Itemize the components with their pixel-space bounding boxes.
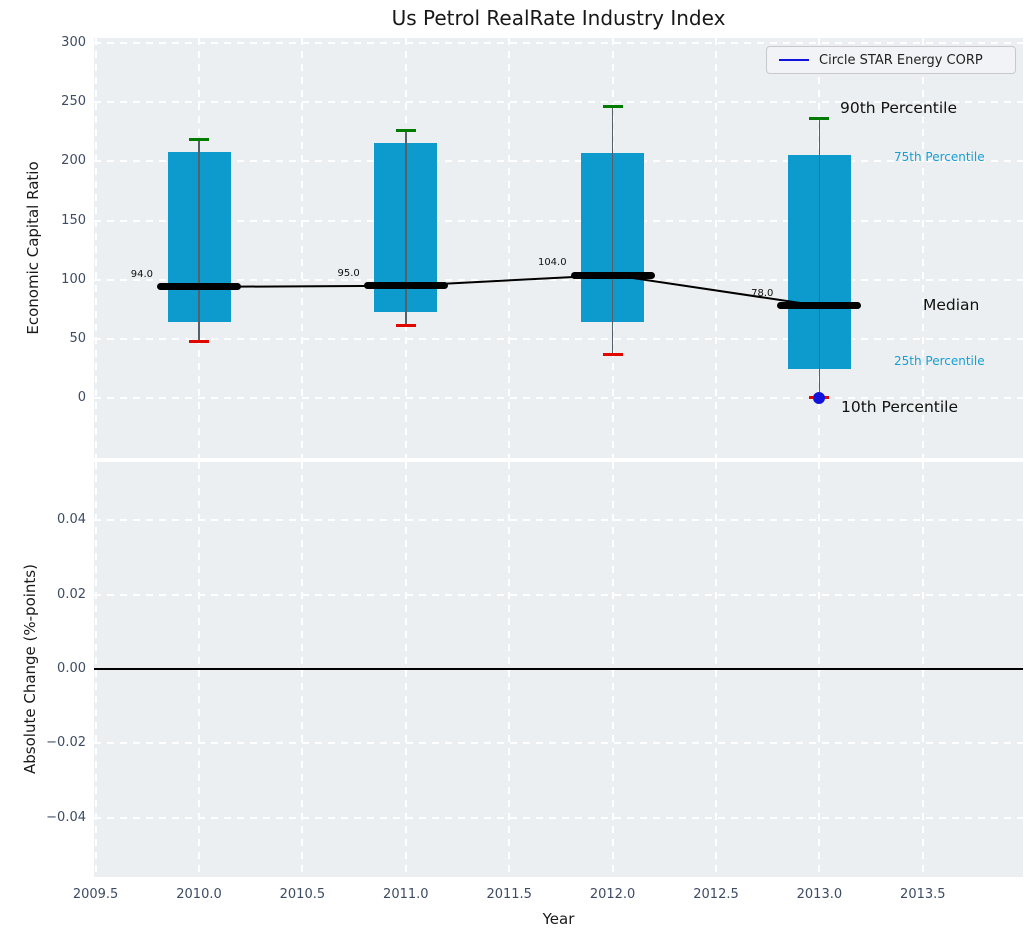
x-tick-label: 2013.5: [900, 887, 946, 902]
x-tick-label: 2012.5: [693, 887, 739, 902]
top-y-tick-label: 50: [69, 331, 86, 347]
gridline-vertical: [818, 462, 821, 877]
median-bar-2010: [157, 283, 241, 291]
gridline-vertical: [404, 462, 407, 877]
x-tick-label: 2011.0: [383, 887, 429, 902]
gridline-vertical: [611, 462, 614, 877]
top-y-tick-label: 300: [61, 34, 86, 50]
cap-10th-2011: [395, 324, 416, 328]
whisker-2011: [405, 130, 407, 326]
cap-10th-2012: [602, 352, 623, 356]
x-tick-label: 2011.5: [486, 887, 532, 902]
gridline-horizontal: [94, 397, 1023, 400]
gridline-horizontal: [94, 278, 1023, 281]
x-tick-label: 2009.5: [72, 887, 119, 902]
gridline-horizontal: [94, 219, 1023, 222]
legend-label: Circle STAR Energy CORP: [819, 52, 983, 68]
gridline-vertical: [94, 38, 97, 458]
annotation-90th-percentile: 90th Percentile: [840, 99, 958, 117]
chart-title: Us Petrol RealRate Industry Index: [391, 6, 726, 30]
whisker-2013: [818, 118, 821, 398]
gridline-vertical: [715, 462, 717, 877]
gridline-vertical: [94, 462, 97, 877]
legend-line-swatch: [779, 59, 809, 61]
gridline-vertical: [301, 462, 304, 877]
bottom-y-tick-label: −0.04: [46, 809, 86, 825]
x-tick-label: 2010.5: [279, 887, 326, 902]
whisker-2010: [198, 139, 200, 342]
annotation-median: Median: [923, 296, 980, 314]
top-y-tick-label: 100: [61, 271, 86, 287]
bottom-y-tick-label: 0.04: [57, 512, 86, 528]
median-trend-line: [198, 274, 820, 307]
median-value-label-2011: 95.0: [337, 267, 360, 279]
gridline-horizontal: [94, 160, 1023, 163]
median-value-label-2010: 94.0: [130, 268, 153, 280]
median-bar-2011: [363, 282, 448, 290]
gridline-horizontal: [94, 742, 1023, 745]
gridline-vertical: [301, 38, 304, 458]
bottom-y-tick-label: 0.02: [57, 586, 86, 602]
gridline-vertical: [508, 462, 511, 877]
bottom-y-tick-label: 0.00: [57, 661, 86, 676]
gridline-horizontal: [94, 593, 1023, 596]
zero-line: [94, 668, 1023, 670]
gridline-vertical: [921, 462, 924, 877]
annotation-25th-percentile: 25th Percentile: [894, 354, 985, 368]
median-value-label-2012: 104.0: [537, 257, 567, 269]
bottom-y-tick-label: −0.02: [46, 735, 86, 751]
legend: Circle STAR Energy CORP: [766, 46, 1016, 74]
x-tick-label: 2010.0: [176, 887, 222, 902]
top-y-axis-label: Economic Capital Ratio: [24, 161, 42, 335]
cap-90th-2013: [809, 117, 830, 121]
cap-10th-2010: [189, 339, 209, 343]
cap-90th-2010: [189, 138, 209, 142]
annotation-10th-percentile: 10th Percentile: [841, 398, 959, 416]
x-tick-label: 2012.0: [589, 887, 636, 902]
top-y-tick-label: 200: [61, 153, 86, 169]
top-y-tick-label: 150: [61, 212, 86, 228]
gridline-horizontal: [94, 816, 1023, 819]
whisker-2012: [611, 106, 614, 355]
cap-90th-2011: [395, 128, 416, 132]
top-y-tick-label: 250: [61, 93, 86, 109]
gridline-horizontal: [94, 519, 1023, 522]
median-bar-2013: [777, 302, 862, 310]
gridline-vertical: [715, 38, 717, 458]
cap-90th-2012: [602, 105, 623, 109]
company-point: [813, 392, 826, 405]
gridline-horizontal: [94, 100, 1023, 103]
gridline-horizontal: [94, 41, 1023, 44]
x-tick-label: 2013.0: [796, 887, 843, 902]
gridline-vertical: [198, 462, 200, 877]
median-value-label-2013: 78.0: [751, 287, 774, 299]
median-bar-2012: [570, 271, 655, 279]
gridline-vertical: [508, 38, 511, 458]
gridline-vertical: [921, 38, 924, 458]
bottom-axes-plot-area: [94, 462, 1023, 877]
top-axes-plot-area: [94, 38, 1023, 458]
x-axis-label: Year: [542, 910, 575, 928]
annotation-75th-percentile: 75th Percentile: [894, 150, 985, 164]
top-y-tick-label: 0: [77, 390, 86, 406]
gridline-horizontal: [94, 338, 1023, 341]
